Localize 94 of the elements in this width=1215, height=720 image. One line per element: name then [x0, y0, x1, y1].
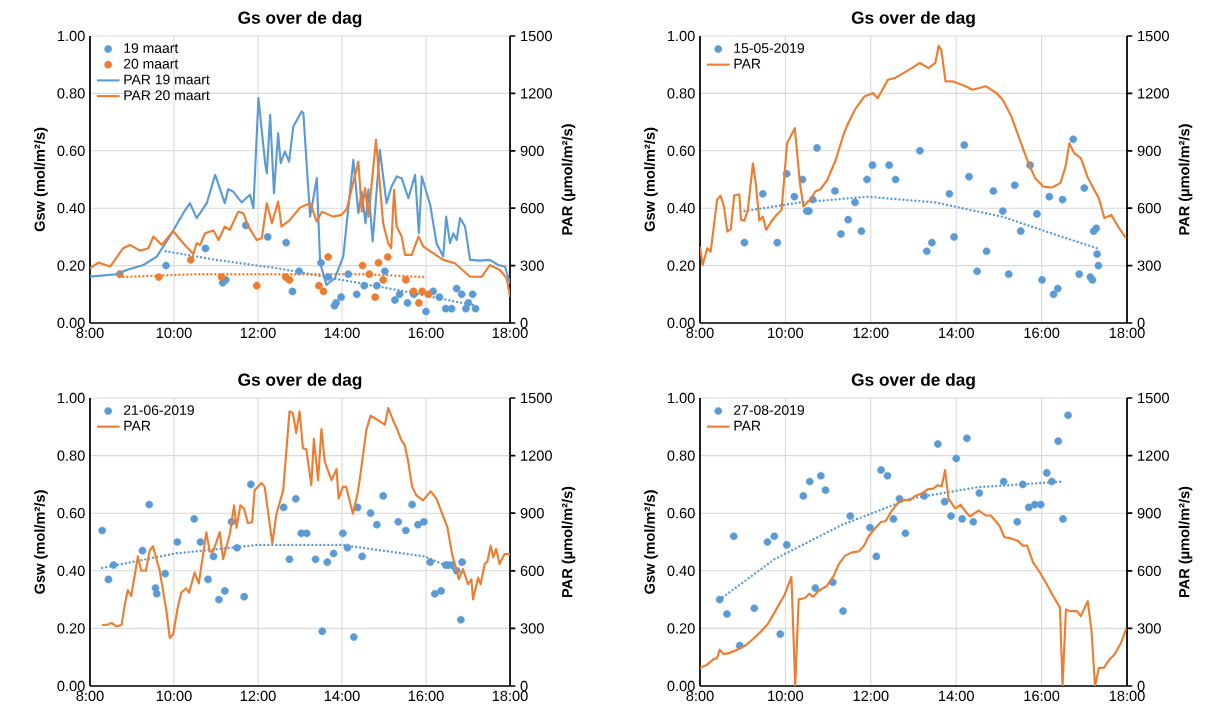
y-axis-title: Gsw (mol/m²/s): [34, 490, 48, 594]
y2-axis-title: PAR (µmol/m²/s): [1178, 124, 1193, 235]
x-tick-label: 14:00: [324, 327, 360, 339]
chart-title: Gs over de dag: [238, 373, 362, 390]
y-tick-label: 0.00: [57, 317, 85, 329]
x-tick-label: 18:00: [1109, 690, 1145, 702]
y-tick-label: 0.80: [667, 450, 695, 461]
y-tick-label: 0.80: [57, 88, 85, 99]
x-tick-label: 12:00: [853, 690, 889, 702]
y-tick-label: 1.00: [57, 392, 85, 404]
x-tick-label: 10:00: [156, 690, 192, 702]
x-tick-label: 16:00: [1024, 327, 1060, 339]
x-tick-label: 8:00: [76, 690, 104, 702]
y-axis-title: Gsw (mol/m²/s): [644, 127, 658, 232]
legend-label: 15-05-2019: [734, 43, 804, 53]
y-tick-label: 0.20: [667, 260, 695, 271]
y-tick-label: 1.00: [667, 30, 695, 42]
x-tick-label: 16:00: [408, 690, 444, 702]
y2-tick-label: 600: [520, 203, 544, 214]
y2-tick-label: 300: [520, 623, 544, 634]
x-tick-label: 8:00: [76, 327, 104, 339]
y-tick-label: 0.40: [667, 565, 695, 576]
y-axis-title: Gsw (mol/m²/s): [644, 490, 658, 594]
x-tick-label: 12:00: [853, 327, 889, 339]
legend-label: PAR: [734, 58, 761, 69]
x-tick-label: 8:00: [686, 690, 714, 702]
y-tick-label: 1.00: [667, 392, 695, 404]
y-tick-label: 0.40: [667, 203, 695, 214]
legend-label: PAR 19 maart: [124, 74, 210, 85]
legend-label: PAR 20 maart: [124, 90, 210, 101]
y2-tick-label: 600: [1137, 565, 1161, 576]
y2-tick-label: 1200: [1138, 450, 1169, 461]
y-tick-label: 0.00: [667, 680, 695, 692]
x-tick-label: 14:00: [939, 327, 974, 339]
y2-tick-label: 0: [520, 680, 528, 692]
x-tick-label: 10:00: [768, 690, 804, 702]
y-tick-label: 0.40: [57, 203, 85, 214]
legend-label: 19 maart: [124, 43, 179, 53]
x-tick-label: 18:00: [492, 690, 528, 702]
y2-tick-label: 0: [520, 317, 528, 329]
y2-tick-label: 1200: [1138, 88, 1169, 99]
y-tick-label: 1.00: [57, 30, 85, 42]
legend-label: 21-06-2019: [123, 405, 194, 416]
y2-tick-label: 600: [1137, 203, 1161, 214]
y-tick-label: 0.20: [57, 260, 85, 271]
y2-tick-label: 1500: [521, 392, 552, 404]
y-tick-label: 0.00: [57, 680, 85, 692]
y2-tick-label: 1500: [1138, 392, 1169, 404]
y2-tick-label: 1500: [1138, 30, 1169, 42]
chart-title: Gs over de dag: [238, 11, 362, 28]
y-tick-label: 0.00: [667, 317, 695, 329]
legend-label: PAR: [124, 420, 151, 431]
y2-tick-label: 1500: [521, 30, 552, 42]
y2-tick-label: 1200: [521, 450, 552, 461]
x-tick-label: 18:00: [1109, 327, 1145, 339]
y-tick-label: 0.60: [667, 145, 695, 156]
y-tick-label: 0.20: [57, 623, 85, 634]
x-tick-label: 10:00: [156, 327, 192, 339]
legend-label: 27-08-2019: [734, 405, 804, 416]
y2-tick-label: 900: [520, 508, 544, 519]
y2-tick-label: 900: [1137, 508, 1161, 519]
x-tick-label: 12:00: [240, 690, 276, 702]
y2-tick-label: 0: [1137, 317, 1145, 329]
legend-label: PAR: [734, 420, 761, 431]
x-tick-label: 8:00: [686, 327, 714, 339]
legend-label: 20 maart: [123, 58, 179, 69]
y-tick-label: 0.60: [57, 508, 85, 519]
y2-tick-label: 300: [1137, 260, 1161, 271]
x-tick-label: 16:00: [1024, 690, 1060, 702]
y-tick-label: 0.60: [667, 508, 695, 519]
x-tick-label: 10:00: [768, 327, 804, 339]
x-tick-label: 14:00: [324, 690, 360, 702]
y-tick-label: 0.80: [667, 88, 695, 99]
y2-tick-label: 1200: [521, 88, 552, 99]
y-tick-label: 0.60: [57, 145, 85, 156]
x-tick-label: 14:00: [939, 690, 974, 702]
y2-tick-label: 0: [1137, 680, 1145, 692]
y2-tick-label: 900: [1137, 145, 1161, 156]
chart-title: Gs over de dag: [851, 11, 975, 28]
x-tick-label: 16:00: [408, 327, 444, 339]
x-tick-label: 12:00: [240, 327, 276, 339]
y-tick-label: 0.40: [57, 565, 85, 576]
y2-tick-label: 900: [520, 145, 544, 156]
y-tick-label: 0.80: [57, 450, 85, 461]
y2-axis-title: PAR (µmol/m²/s): [561, 124, 576, 235]
y2-tick-label: 600: [520, 565, 544, 576]
y2-axis-title: PAR (µmol/m²/s): [561, 486, 576, 598]
chart-title: Gs over de dag: [851, 373, 975, 390]
x-tick-label: 18:00: [492, 327, 528, 339]
y2-axis-title: PAR (µmol/m²/s): [1178, 486, 1193, 598]
y2-tick-label: 300: [1137, 623, 1161, 634]
y-axis-title: Gsw (mol/m²/s): [34, 127, 48, 232]
y-tick-label: 0.20: [667, 623, 695, 634]
y2-tick-label: 300: [520, 260, 544, 271]
